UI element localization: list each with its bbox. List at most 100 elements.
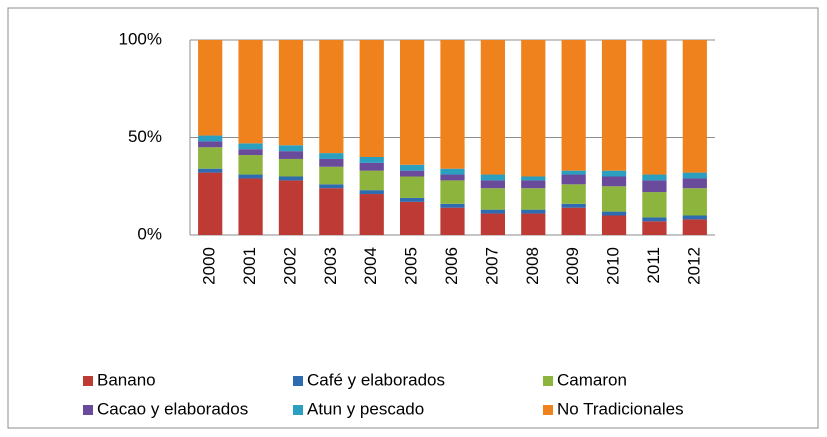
x-tick-label: 2007 (482, 247, 501, 285)
bar-segment (238, 155, 263, 175)
bar-segment (319, 158, 344, 167)
legend-swatch (543, 405, 553, 415)
bar-segment (198, 40, 223, 136)
x-tick-label: 2008 (523, 247, 542, 285)
bar-segment (561, 203, 586, 208)
bar-segment (278, 180, 304, 235)
bar-segment (521, 176, 546, 181)
bar-segment (440, 168, 465, 175)
bar-segment (400, 40, 425, 165)
x-tick-label: 2012 (684, 247, 703, 285)
bar-segment (319, 153, 344, 159)
bar-segment (601, 215, 627, 235)
bar-segment (400, 197, 425, 202)
legend-swatch (293, 405, 303, 415)
x-tick-label: 2009 (563, 247, 582, 285)
bar-segment (480, 174, 505, 181)
bar-segment (198, 172, 223, 235)
bar-segment (521, 188, 546, 210)
bar-segment (561, 170, 586, 175)
bar-segment (601, 211, 627, 216)
bar-segment (359, 170, 384, 191)
bar-segment (682, 215, 707, 220)
bar-segment (682, 172, 707, 179)
legend-swatch (293, 376, 303, 386)
y-tick-label: 50% (128, 127, 162, 146)
bar-segment (642, 221, 667, 235)
x-tick-label: 2002 (280, 247, 299, 285)
x-tick-label: 2000 (200, 247, 219, 285)
bar-segment (198, 147, 223, 169)
bar-segment (359, 194, 384, 235)
bar-segment (359, 40, 384, 157)
bar-segment (561, 207, 586, 235)
bar-segment (238, 143, 263, 150)
legend-label: Cacao y elaborados (97, 399, 248, 418)
bar-segment (359, 162, 384, 171)
bar-segment (521, 40, 546, 177)
bar-segment (238, 149, 263, 156)
bar-segment (521, 209, 546, 214)
bar-segment (278, 158, 304, 177)
y-tick-label: 100% (119, 29, 162, 48)
bar-segment (682, 178, 707, 189)
y-tick-label: 0% (137, 224, 162, 243)
bar-segment (642, 192, 667, 218)
bar-segment (359, 190, 384, 195)
bar-segment (440, 207, 465, 235)
bar-segment (561, 174, 586, 185)
bar-segment (440, 180, 465, 204)
bar-segment (601, 170, 627, 177)
bar-segment (642, 40, 667, 175)
bar-segment (561, 40, 586, 171)
bar-segment (238, 174, 263, 179)
bar-segment (601, 40, 627, 171)
x-tick-label: 2005 (402, 247, 421, 285)
bar-segment (480, 180, 505, 189)
bar-segment (278, 40, 304, 146)
bar-segment (198, 135, 223, 142)
bar-segment (238, 40, 263, 144)
bar-segment (319, 184, 344, 189)
bar-segment (480, 209, 505, 214)
bar-segment (359, 157, 384, 163)
bar-segment (682, 219, 707, 235)
bar-segment (561, 184, 586, 204)
x-tick-label: 2004 (361, 247, 380, 285)
x-tick-label: 2003 (321, 247, 340, 285)
legend-swatch (543, 376, 553, 386)
bar-segment (400, 176, 425, 198)
bar-segment (682, 40, 707, 173)
legend-label: No Tradicionales (557, 399, 684, 418)
legend-label: Café y elaborados (307, 370, 445, 389)
bar-segment (400, 170, 425, 177)
bar-segment (642, 174, 667, 181)
x-tick-label: 2011 (644, 247, 663, 284)
bar-segment (521, 213, 546, 235)
bar-segment (682, 188, 707, 216)
bar-segment (480, 188, 505, 210)
bar-segment (319, 40, 344, 154)
bar-segment (642, 217, 667, 222)
bar-segment (278, 145, 304, 152)
bar-segment (440, 203, 465, 208)
bar-segment (238, 178, 263, 235)
bar-segment (642, 180, 667, 193)
x-tick-label: 2001 (240, 247, 259, 285)
bar-segment (440, 174, 465, 181)
bar-segment (278, 151, 304, 159)
bar-segment (480, 213, 505, 235)
bar-segment (521, 180, 546, 189)
legend-label: Atun y pescado (307, 399, 424, 418)
bar-segment (278, 176, 304, 181)
bar-segment (319, 188, 344, 235)
bar-segment (601, 176, 627, 187)
bar-segment (319, 166, 344, 185)
legend-swatch (83, 405, 93, 415)
legend-label: Banano (97, 370, 156, 389)
bar-segment (601, 186, 627, 212)
bar-segment (440, 40, 465, 169)
bar-segment (198, 141, 223, 148)
legend-label: Camaron (557, 370, 627, 389)
